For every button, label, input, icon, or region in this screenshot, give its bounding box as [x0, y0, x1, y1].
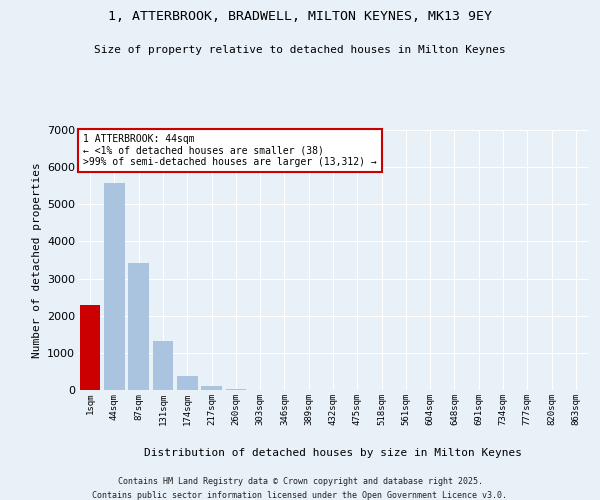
Bar	[104, 184, 125, 390]
Bar	[152, 342, 173, 390]
Text: 1, ATTERBROOK, BRADWELL, MILTON KEYNES, MK13 9EY: 1, ATTERBROOK, BRADWELL, MILTON KEYNES, …	[108, 10, 492, 23]
Bar	[177, 376, 197, 390]
Text: Contains public sector information licensed under the Open Government Licence v3: Contains public sector information licen…	[92, 491, 508, 500]
Bar	[201, 386, 222, 390]
Bar	[226, 389, 246, 390]
Text: Size of property relative to detached houses in Milton Keynes: Size of property relative to detached ho…	[94, 45, 506, 55]
Text: Distribution of detached houses by size in Milton Keynes: Distribution of detached houses by size …	[144, 448, 522, 458]
Text: Contains HM Land Registry data © Crown copyright and database right 2025.: Contains HM Land Registry data © Crown c…	[118, 478, 482, 486]
Y-axis label: Number of detached properties: Number of detached properties	[32, 162, 41, 358]
Bar	[80, 306, 100, 390]
Bar	[128, 263, 149, 390]
Text: 1 ATTERBROOK: 44sqm
← <1% of detached houses are smaller (38)
>99% of semi-detac: 1 ATTERBROOK: 44sqm ← <1% of detached ho…	[83, 134, 377, 167]
